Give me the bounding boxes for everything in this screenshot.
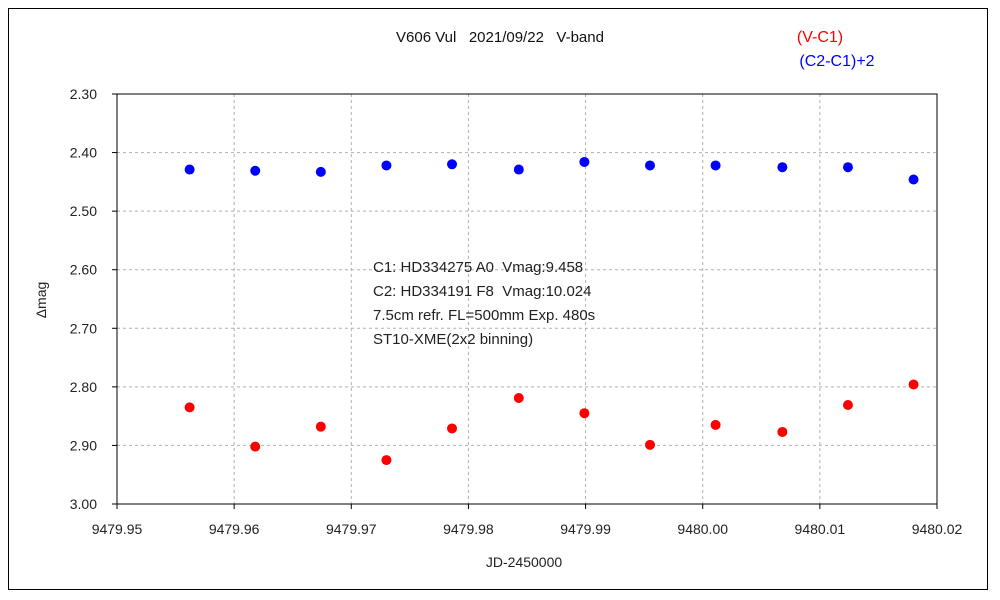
legend-entry-v-c1: (V-C1) xyxy=(797,29,843,46)
x-tick-label: 9480.01 xyxy=(795,521,846,537)
y-tick-label: 2.60 xyxy=(70,262,97,278)
point-c2-c1 xyxy=(513,164,524,175)
annotation-camera: ST10-XME(2x2 binning) xyxy=(373,331,533,348)
x-tick-label: 9479.96 xyxy=(209,521,260,537)
data-points xyxy=(184,156,919,466)
point-c2-c1 xyxy=(250,165,261,176)
y-tick-label: 2.40 xyxy=(70,145,97,161)
x-tick-label: 9479.97 xyxy=(326,521,377,537)
x-tick-labels: 9479.95 9479.96 9479.97 9479.98 9479.99 9480.… xyxy=(92,504,963,537)
y-tick-label: 2.50 xyxy=(70,203,97,219)
point-v-c1 xyxy=(184,402,195,413)
annotation-c2: C2: HD334191 F8 Vmag:10.024 xyxy=(373,283,591,300)
y-axis-label: Δmag xyxy=(33,282,49,319)
y-tick-label: 2.80 xyxy=(70,379,97,395)
x-tick-label: 9479.99 xyxy=(560,521,611,537)
point-v-c1 xyxy=(842,400,853,411)
y-tick-label: 2.70 xyxy=(70,320,97,336)
point-v-c1 xyxy=(447,423,458,434)
plot-area xyxy=(116,93,938,505)
point-c2-c1 xyxy=(315,166,326,177)
x-tick-label: 9479.98 xyxy=(443,521,494,537)
point-v-c1 xyxy=(513,392,524,403)
x-tick-label: 9480.00 xyxy=(677,521,728,537)
point-c2-c1 xyxy=(710,160,721,171)
y-tick-labels: 2.30 2.40 2.50 2.60 2.70 2.80 2.90 3.00 xyxy=(70,86,117,512)
point-c2-c1 xyxy=(381,160,392,171)
legend-entry-c2-c1: (C2-C1)+2 xyxy=(799,53,874,70)
point-v-c1 xyxy=(579,408,590,419)
y-tick-label: 2.90 xyxy=(70,437,97,453)
point-c2-c1 xyxy=(184,164,195,175)
point-c2-c1 xyxy=(908,174,919,185)
point-c2-c1 xyxy=(645,160,655,171)
point-c2-c1 xyxy=(447,159,458,170)
point-v-c1 xyxy=(908,379,919,390)
point-c2-c1 xyxy=(842,162,853,173)
chart-title: V606 Vul 2021/09/22 V-band xyxy=(396,29,604,46)
point-v-c1 xyxy=(381,455,392,466)
x-axis-label: JD-2450000 xyxy=(486,554,562,570)
point-v-c1 xyxy=(777,426,788,437)
point-v-c1 xyxy=(315,421,326,432)
annotation-c1: C1: HD334275 A0 Vmag:9.458 xyxy=(373,259,583,276)
point-v-c1 xyxy=(250,441,261,452)
chart-frame xyxy=(8,8,988,590)
point-v-c1 xyxy=(710,419,721,430)
x-tick-label: 9480.02 xyxy=(912,521,963,537)
y-tick-label: 3.00 xyxy=(70,496,97,512)
y-tick-label: 2.30 xyxy=(70,86,97,102)
point-v-c1 xyxy=(645,439,655,450)
point-c2-c1 xyxy=(777,162,788,173)
point-c2-c1 xyxy=(579,156,590,167)
annotation-telescope: 7.5cm refr. FL=500mm Exp. 480s xyxy=(373,307,595,324)
x-tick-label: 9479.95 xyxy=(92,521,143,537)
